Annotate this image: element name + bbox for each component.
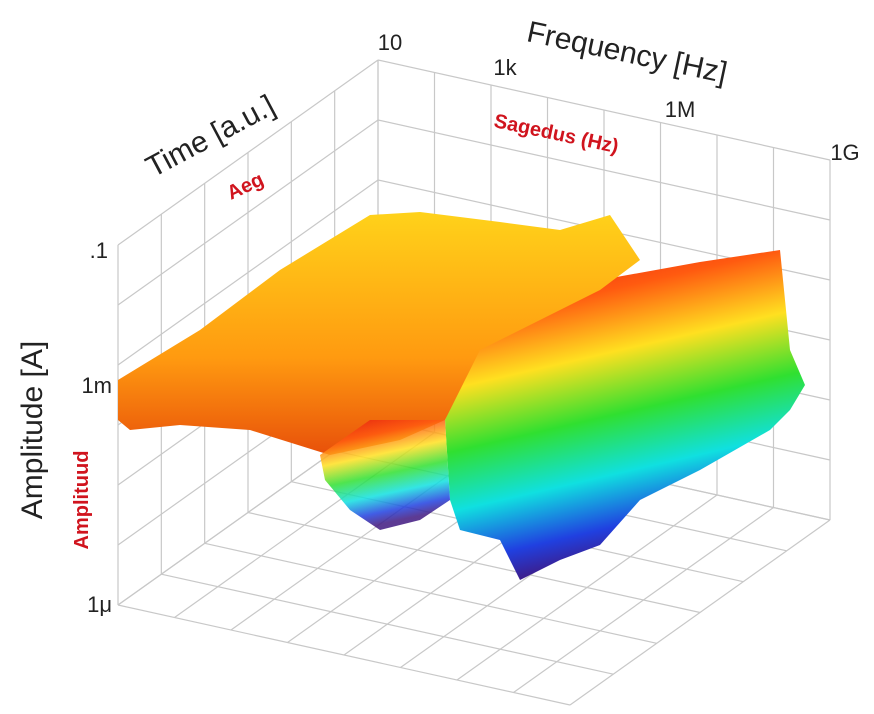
x-axis-title: Frequency [Hz] [524,15,730,90]
grid-line [161,573,614,675]
grid-line [247,511,701,614]
y-tick-label: 1μ [87,592,112,617]
grid-line [377,59,831,161]
grid-line [377,119,831,221]
grid-line [204,542,657,644]
y-axis-title: Amplitude [A] [16,341,49,519]
x-tick-label: 1M [665,97,696,122]
x-tick-label: 1G [830,140,859,165]
y-tick-label: .1 [90,238,108,263]
translation-label: Aeg [224,169,268,205]
y-tick-label: 1m [81,373,112,398]
time-axis-title: Time [a.u.] [141,89,281,184]
x-tick-label: 1k [493,55,517,80]
translation-label: Amplituud [71,451,93,550]
surface-mid [320,420,450,530]
grid-line [117,604,571,706]
surface-right [445,250,805,580]
grid-line [117,179,379,366]
grid-line [117,59,379,246]
surface-left [118,212,640,455]
x-tick-label: 10 [378,30,402,55]
translation-label: Sagedus (Hz) [492,110,620,158]
grid-line [117,119,379,306]
